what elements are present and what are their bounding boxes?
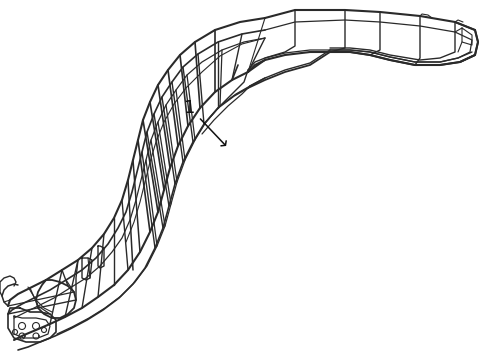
Text: 1: 1 — [184, 99, 226, 146]
